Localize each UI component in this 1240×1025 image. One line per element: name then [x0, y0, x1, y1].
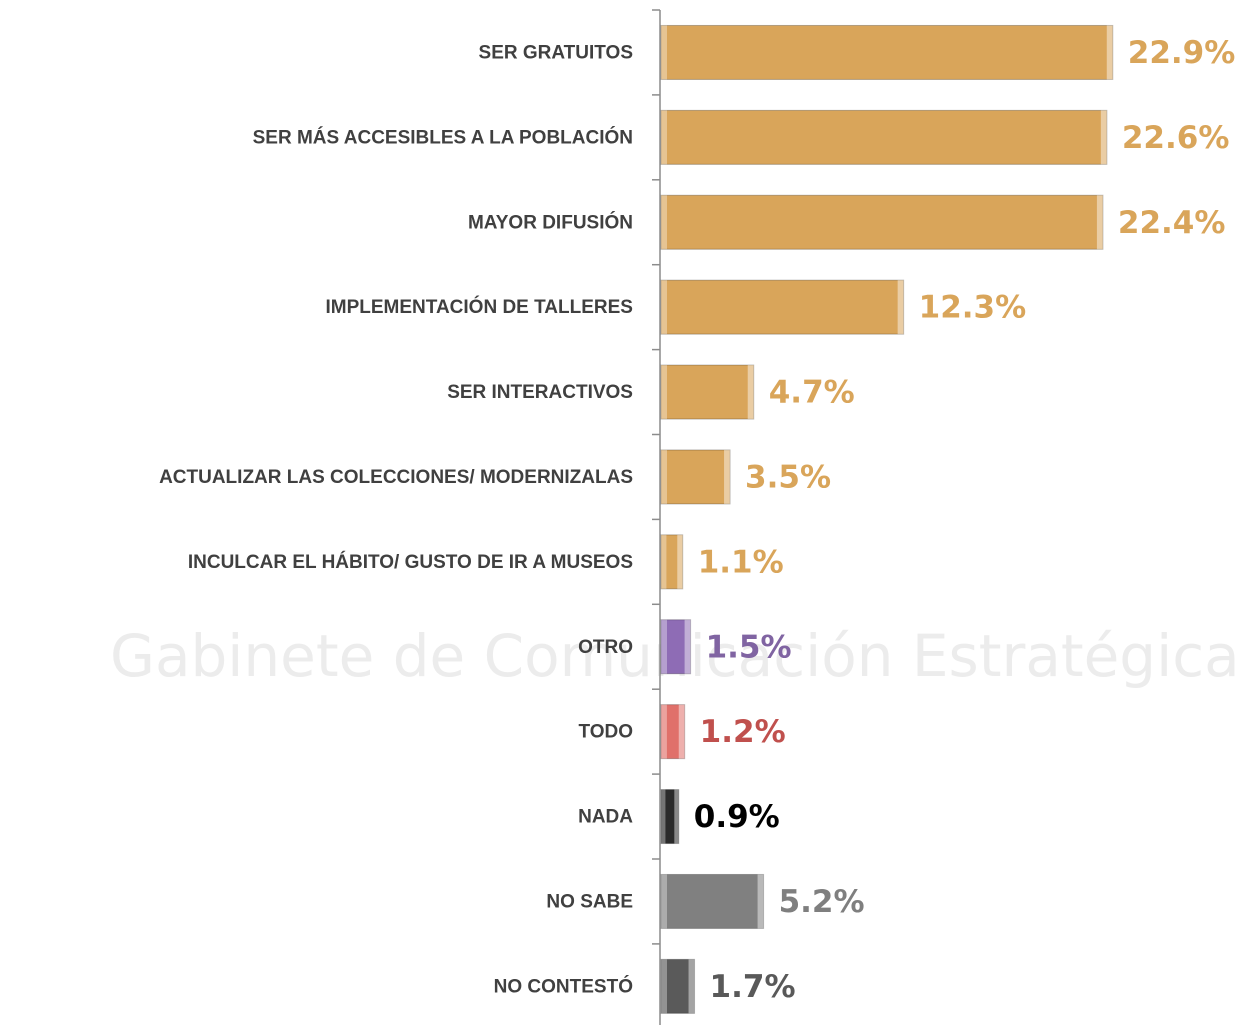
bar-bevel — [661, 110, 667, 165]
bar — [660, 24, 1114, 80]
value-label: 22.9% — [1128, 35, 1236, 71]
category-label: SER GRATUITOS — [479, 42, 633, 63]
category-label: SER INTERACTIVOS — [447, 382, 633, 403]
value-label: 3.5% — [745, 459, 831, 495]
value-label: 0.9% — [694, 799, 780, 835]
category-label: NO CONTESTÓ — [494, 975, 633, 997]
value-label: 1.7% — [710, 969, 796, 1005]
bar-bevel — [661, 874, 667, 929]
bar — [660, 704, 686, 760]
bar-bevel — [684, 619, 691, 674]
bar — [660, 194, 1104, 250]
bar-bevel — [661, 25, 667, 80]
category-label: NADA — [578, 807, 633, 828]
value-label: 22.4% — [1118, 205, 1226, 241]
bar — [660, 449, 731, 505]
value-label: 12.3% — [919, 290, 1027, 326]
bar-bevel — [674, 789, 679, 844]
bar — [660, 279, 905, 335]
bar-bevel — [661, 534, 667, 589]
bar-bevel — [661, 280, 667, 335]
value-label: 1.5% — [706, 629, 792, 665]
bar — [660, 789, 680, 845]
bar-bevel — [661, 959, 667, 1014]
category-label: OTRO — [578, 637, 633, 658]
bar-bevel — [661, 789, 666, 844]
value-label: 22.6% — [1122, 120, 1230, 156]
value-label: 5.2% — [779, 884, 865, 920]
category-label: IMPLEMENTACIÓN DE TALLERES — [325, 296, 633, 318]
bar-bevel — [724, 449, 731, 504]
value-label: 1.2% — [700, 714, 786, 750]
bar-bevel — [678, 704, 685, 759]
value-label: 1.1% — [698, 544, 784, 580]
category-label: NO SABE — [546, 891, 633, 912]
bar-bevel — [661, 449, 667, 504]
category-label: INCULCAR EL HÁBITO/ GUSTO DE IR A MUSEOS — [188, 551, 633, 573]
category-label: ACTUALIZAR LAS COLECCIONES/ MODERNIZALAS — [159, 467, 633, 488]
bar-bevel — [757, 874, 764, 929]
category-label: MAYOR DIFUSIÓN — [468, 211, 633, 233]
bar-bevel — [747, 365, 754, 420]
bar-bevel — [661, 704, 667, 759]
category-label: TODO — [578, 722, 633, 743]
bar-bevel — [1096, 195, 1103, 250]
bar-bevel — [688, 959, 695, 1014]
bar-bevel — [677, 534, 683, 589]
bar — [660, 109, 1108, 165]
bar — [660, 364, 755, 420]
bar — [660, 958, 696, 1014]
bar-bevel — [1106, 25, 1113, 80]
value-label: 4.7% — [769, 375, 855, 411]
bar-bevel — [661, 195, 667, 250]
bar-bevel — [661, 365, 667, 420]
bar — [660, 873, 765, 929]
bar-bevel — [897, 280, 904, 335]
category-label: SER MÁS ACCESIBLES A LA POBLACIÓN — [253, 126, 633, 148]
bar — [660, 619, 692, 675]
bar-bevel — [661, 619, 667, 674]
bar-bevel — [1100, 110, 1107, 165]
bar — [660, 534, 684, 590]
